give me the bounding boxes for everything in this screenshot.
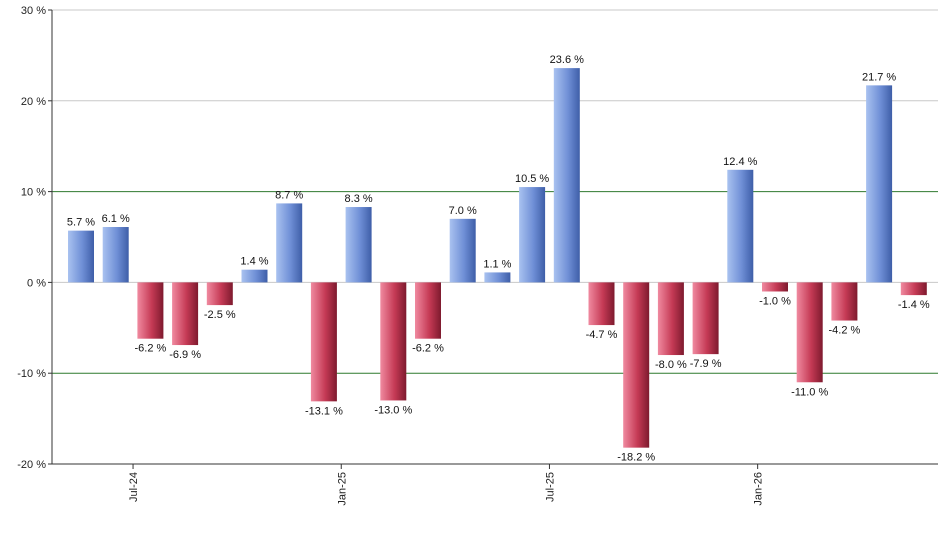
- data-label: 5.7 %: [67, 217, 95, 229]
- data-labels: 5.7 % 6.1 %-6.2 %-6.9 %-2.5 %1.4 %8.7 %-1…: [67, 54, 930, 464]
- bar: [900, 282, 927, 296]
- y-tick-label: 20 %: [21, 96, 46, 108]
- data-label: -4.2 %: [829, 325, 861, 337]
- y-tick-label: 0 %: [27, 277, 46, 289]
- bar: [796, 282, 823, 383]
- x-tick-label: Jan-26: [753, 472, 765, 506]
- data-label: -6.2 %: [412, 343, 444, 355]
- data-label: 1.1 %: [483, 258, 511, 270]
- data-label: -1.0 %: [759, 295, 791, 307]
- bar: [762, 282, 788, 292]
- x-tick-label: Jan-25: [336, 472, 348, 506]
- bar: [415, 282, 441, 339]
- bar: [206, 282, 233, 306]
- data-label: 7.0 %: [449, 205, 477, 217]
- bar: [657, 282, 684, 356]
- bar: [241, 269, 268, 283]
- data-label: -13.0 %: [374, 404, 412, 416]
- bar: [484, 272, 511, 283]
- data-label: 10.5 %: [515, 173, 549, 185]
- x-tick-label: Jul-24: [128, 472, 140, 502]
- data-label: 23.6 %: [550, 54, 584, 66]
- bar: [380, 282, 407, 401]
- bar: [310, 282, 337, 402]
- data-label: -13.1 %: [305, 405, 343, 417]
- data-label: 1.4 %: [240, 256, 268, 268]
- bar: [553, 68, 580, 283]
- data-label: 21.7 %: [862, 71, 896, 83]
- bar: [831, 282, 858, 321]
- bar: [68, 230, 94, 283]
- data-label: 8.3 %: [345, 193, 373, 205]
- data-label: 8.7 %: [275, 189, 303, 201]
- data-label: 12.4 %: [723, 156, 757, 168]
- bar: [449, 218, 476, 283]
- data-label: -1.4 %: [898, 299, 930, 311]
- bar: [102, 227, 129, 283]
- bar: [519, 187, 546, 283]
- data-label: -2.5 %: [204, 309, 236, 321]
- data-label: -11.0 %: [791, 386, 828, 398]
- bar: [276, 203, 303, 283]
- bar: [345, 207, 372, 283]
- x-tick-label: Jul-25: [544, 472, 556, 502]
- data-label: -7.9 %: [690, 358, 722, 370]
- y-tick-label: -20 %: [17, 459, 46, 471]
- y-tick-label: 10 %: [21, 187, 46, 199]
- data-label: -6.9 %: [169, 349, 201, 361]
- bar: [172, 282, 199, 346]
- bar: [623, 282, 650, 448]
- data-label: 6.1 %: [102, 213, 130, 225]
- data-label: -8.0 %: [655, 359, 687, 371]
- bar: [866, 85, 893, 283]
- bar: [137, 282, 164, 339]
- bar: [588, 282, 615, 326]
- bar: [692, 282, 719, 355]
- axes: 30 % 20 % 10 % 0 % -10 % -20 % Jul-24 Jan-25 Jul…: [17, 5, 938, 506]
- data-label: -18.2 %: [617, 452, 655, 464]
- data-label: -4.7 %: [586, 329, 618, 341]
- bar: [727, 169, 754, 283]
- bars: [68, 68, 927, 448]
- data-label: -6.2 %: [135, 343, 167, 355]
- y-tick-label: 30 %: [21, 5, 46, 17]
- y-tick-label: -10 %: [17, 368, 46, 380]
